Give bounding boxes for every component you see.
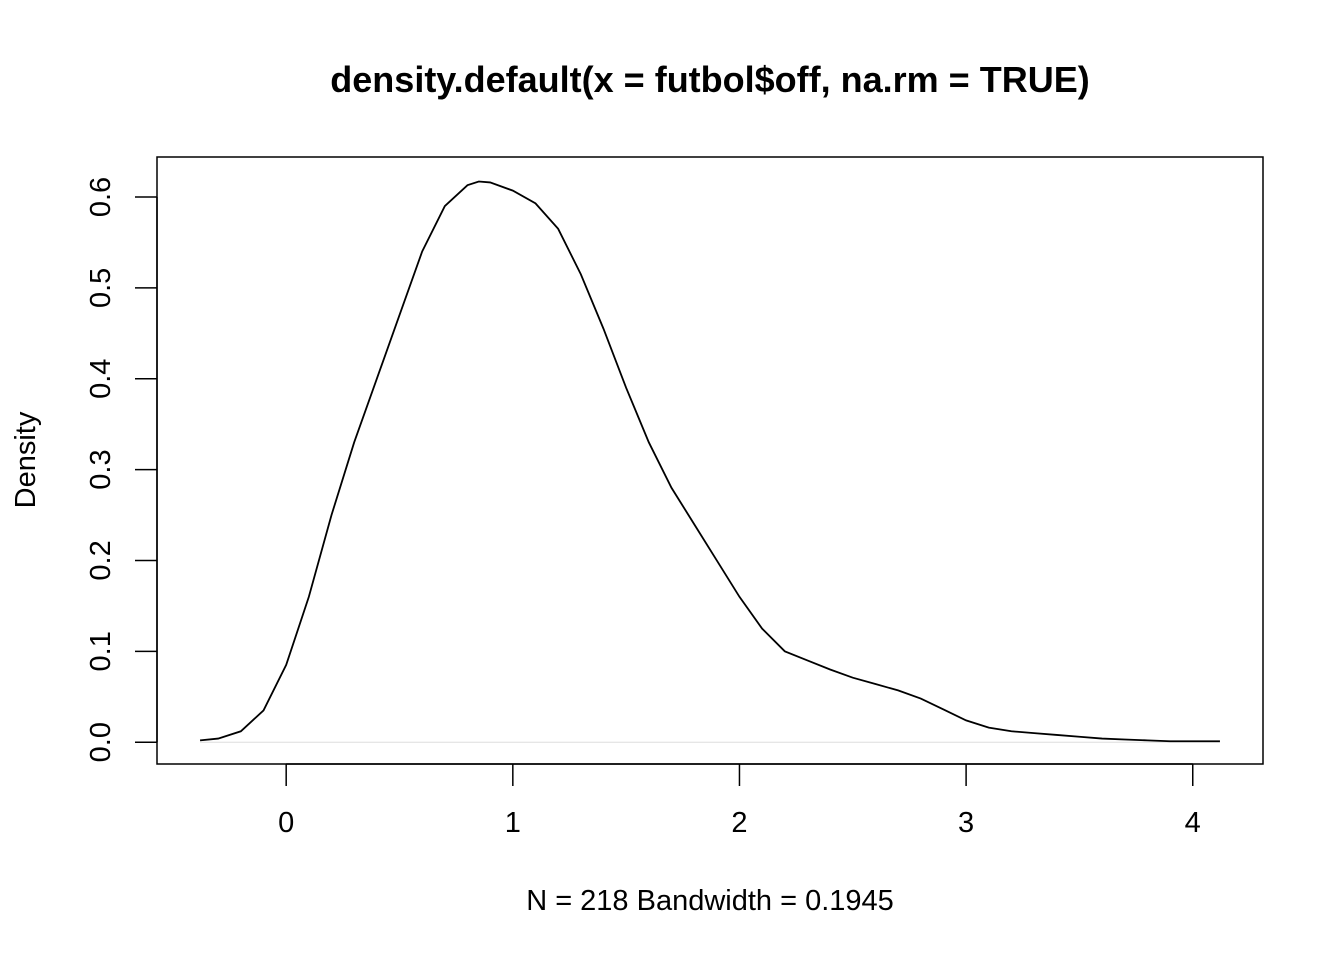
y-tick-label: 0.6 — [85, 177, 117, 217]
x-axis-label: N = 218 Bandwidth = 0.1945 — [526, 885, 894, 917]
y-tick-label: 0.4 — [85, 359, 117, 399]
y-tick-label: 0.0 — [85, 722, 117, 762]
y-axis-label: Density — [10, 411, 42, 508]
x-tick-label: 2 — [731, 807, 747, 839]
x-tick-label: 0 — [278, 807, 294, 839]
x-axis: 0 1 2 3 4 — [278, 763, 1201, 839]
x-tick-label: 4 — [1185, 807, 1201, 839]
x-tick-label: 3 — [958, 807, 974, 839]
y-tick-label: 0.5 — [85, 268, 117, 308]
x-tick-label: 1 — [505, 807, 521, 839]
y-tick-label: 0.3 — [85, 449, 117, 489]
y-axis: 0.0 0.1 0.2 0.3 0.4 0.5 0.6 — [85, 177, 158, 762]
y-tick-label: 0.1 — [85, 631, 117, 671]
plot-box — [156, 156, 1264, 765]
chart-title: density.default(x = futbol$off, na.rm = … — [330, 59, 1089, 100]
density-line — [199, 180, 1220, 743]
y-tick-label: 0.2 — [85, 540, 117, 580]
